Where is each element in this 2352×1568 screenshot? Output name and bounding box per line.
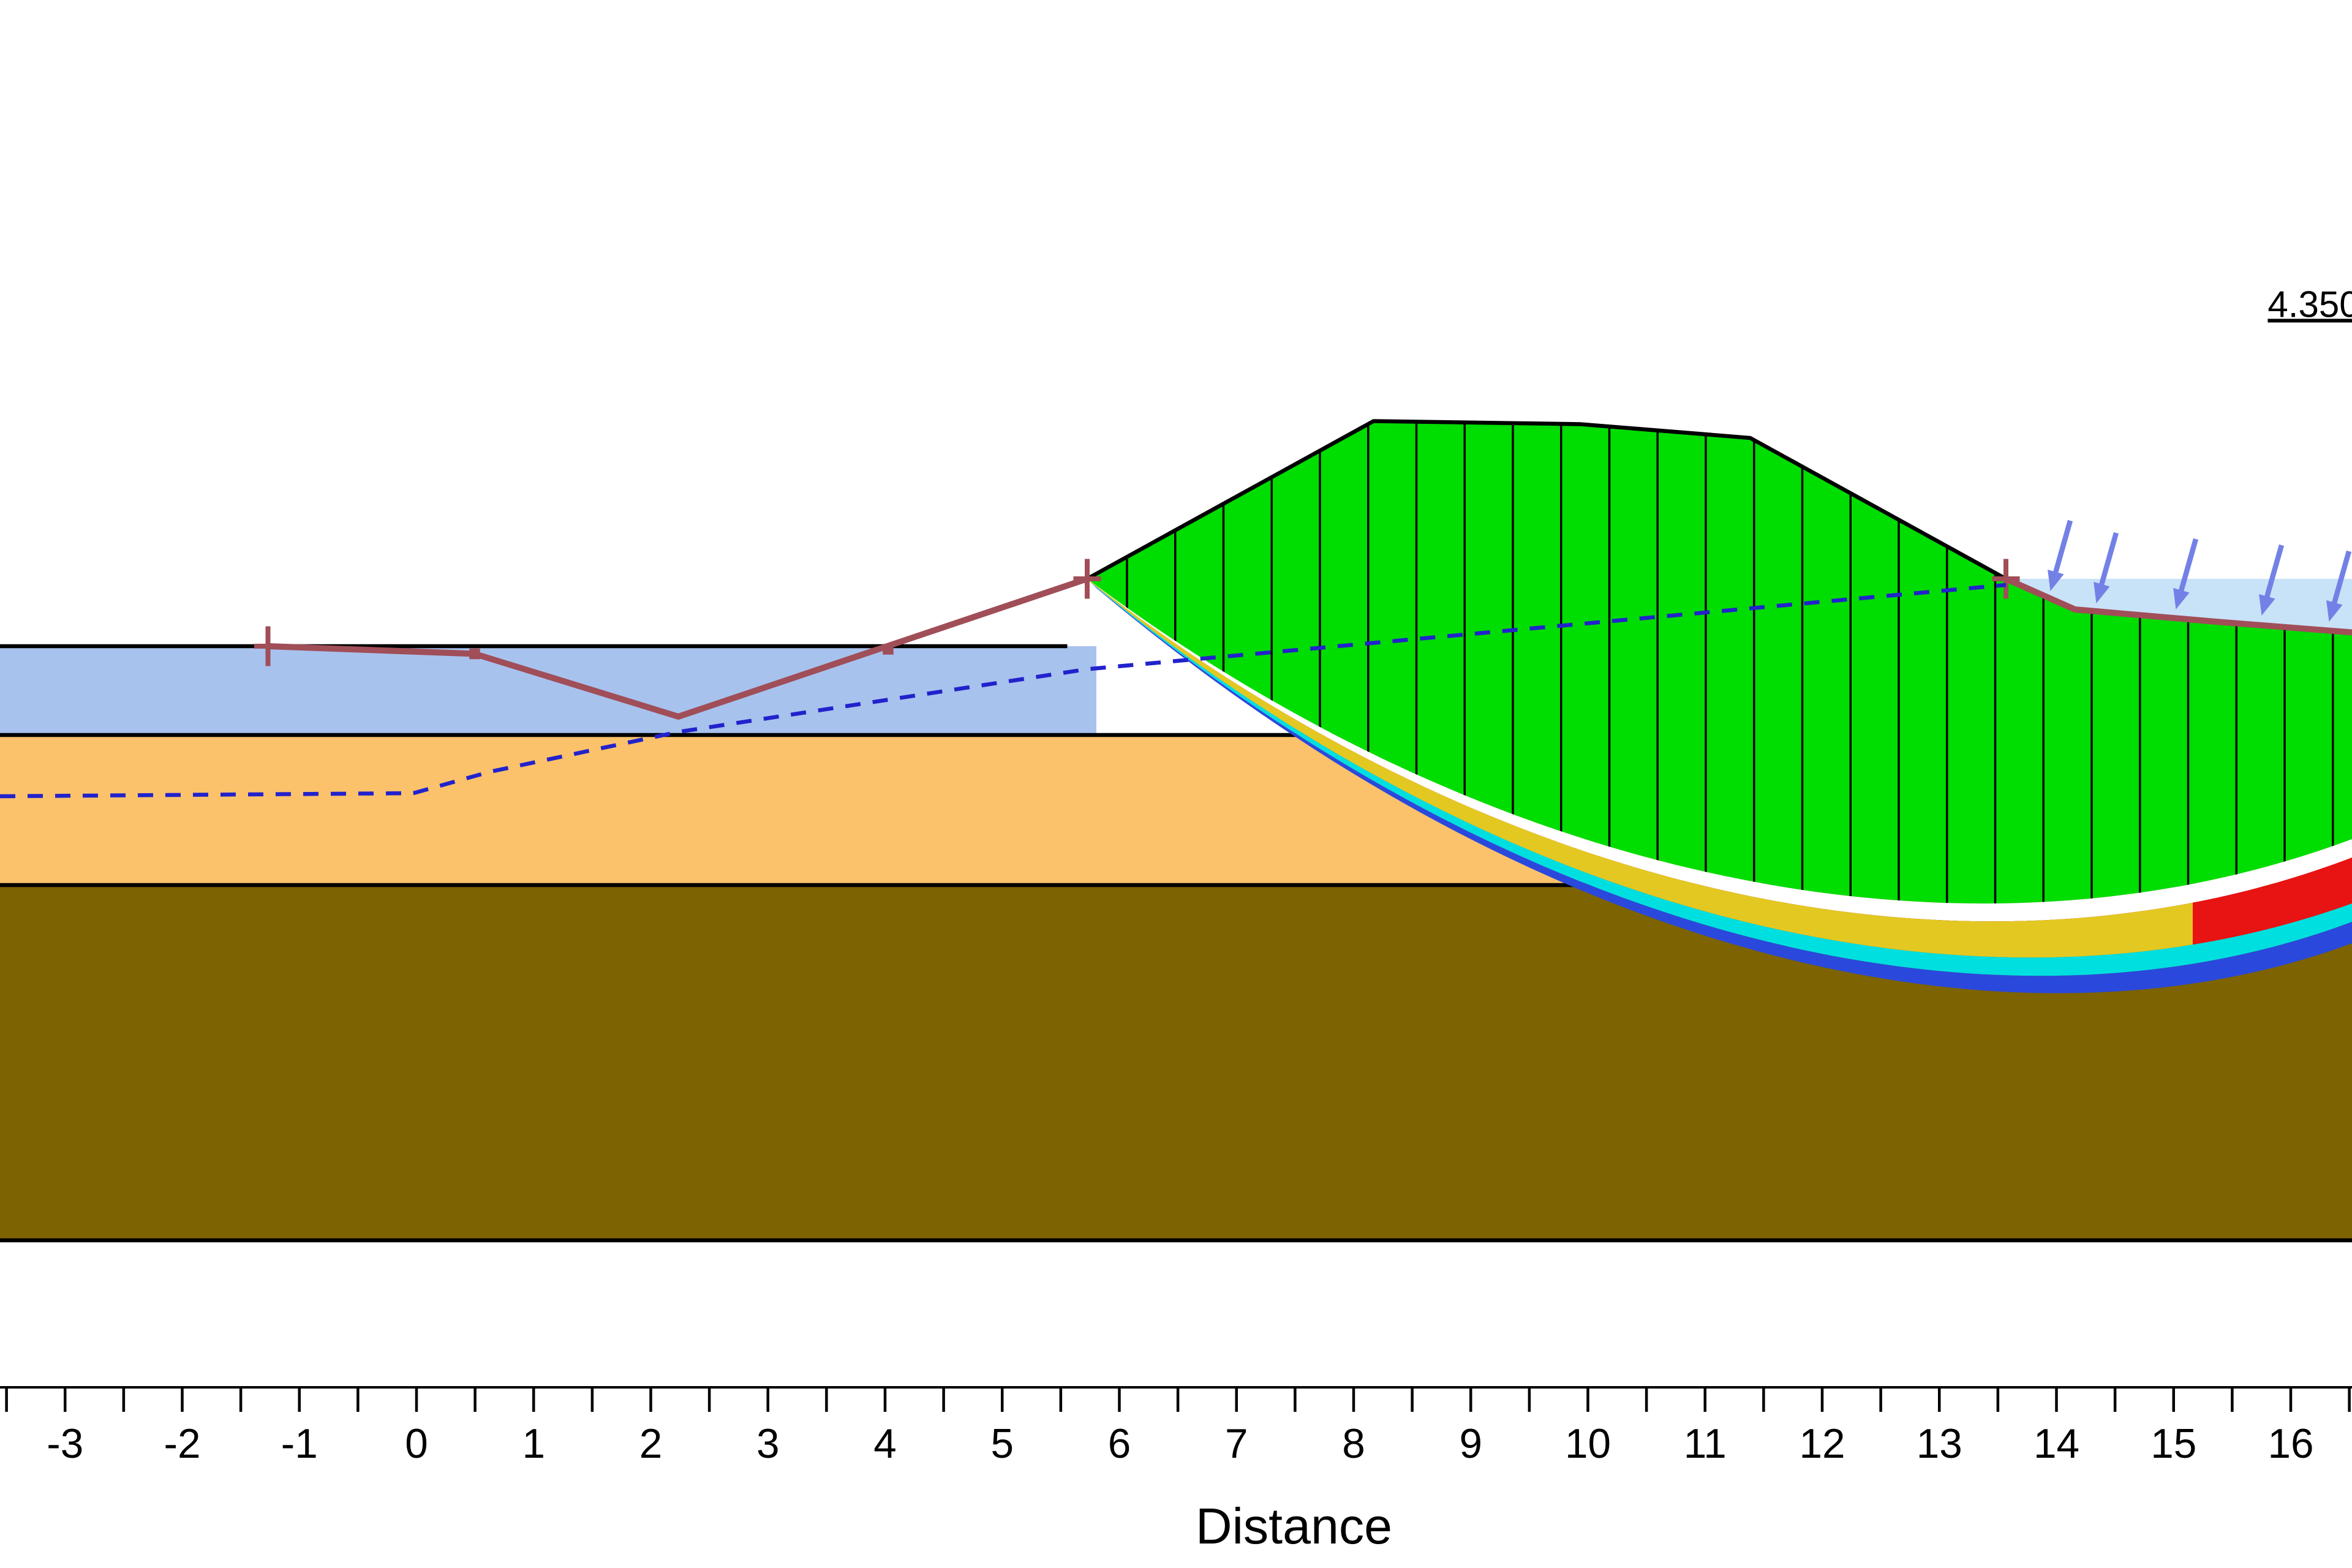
load-arrow-head [2048, 569, 2064, 591]
surface-point-markers [254, 559, 2020, 666]
x-axis-tick-label: 1 [522, 1421, 545, 1467]
x-axis-tick-label: 15 [2150, 1421, 2196, 1467]
x-axis-tick-label: -3 [47, 1421, 83, 1467]
slip-band-white [1087, 579, 2352, 922]
load-arrow-head [2326, 600, 2343, 622]
x-axis-tick-label: 6 [1108, 1421, 1131, 1467]
square-marker [469, 648, 480, 660]
ground-surface-right [2004, 576, 2352, 636]
x-axis-tick-label: -1 [281, 1421, 318, 1467]
piezometric-line [0, 582, 2007, 799]
x-axis-ticks: -3 -2 -1 0 1 2 3 4 5 6 7 8 9 10 11 12 13 14 15 16 [5, 1387, 2351, 1467]
load-arrows [2048, 519, 2352, 622]
x-axis-tick-label: 3 [756, 1421, 780, 1467]
x-axis-tick-label: 8 [1342, 1421, 1365, 1467]
slip-band-red [1087, 579, 2352, 958]
x-axis-tick-label: 16 [2267, 1421, 2313, 1467]
x-axis-tick-label: 9 [1459, 1421, 1482, 1467]
factor-of-safety-label: 4.350 [2267, 284, 2352, 325]
load-arrow-head [2259, 594, 2275, 616]
load-arrow-shaft [2329, 550, 2352, 611]
soil-layer-upper [0, 646, 1096, 735]
load-arrow-head [2173, 587, 2190, 609]
x-axis-tick-label: 0 [405, 1421, 428, 1467]
x-axis-tick-label: -2 [164, 1421, 200, 1467]
x-axis-tick-label: 14 [2034, 1421, 2079, 1467]
x-axis-tick-label: 13 [1917, 1421, 1962, 1467]
x-axis-tick-label: 11 [1684, 1421, 1727, 1467]
sliding-mass [1087, 421, 2352, 904]
x-axis-tick-label: 5 [990, 1421, 1014, 1467]
slip-band-yellow [1087, 579, 2193, 958]
x-axis-tick-label: 4 [873, 1421, 897, 1467]
load-arrow-shaft [2097, 532, 2119, 592]
x-axis-tick-label: 2 [639, 1421, 663, 1467]
x-axis-tick-label: 12 [1799, 1421, 1845, 1467]
load-arrow-head [2094, 581, 2110, 603]
x-axis-tick-label: 10 [1565, 1421, 1611, 1467]
x-axis-tick-label: 7 [1225, 1421, 1248, 1467]
load-arrow-shaft [2051, 519, 2073, 580]
x-axis-title: Distance [1196, 1498, 1392, 1555]
load-arrow-shaft [2176, 538, 2199, 598]
square-marker [883, 644, 894, 655]
soil-layer-lower [0, 885, 2352, 1240]
load-arrow-shaft [2262, 544, 2285, 605]
embankment-outline [1086, 419, 2007, 581]
